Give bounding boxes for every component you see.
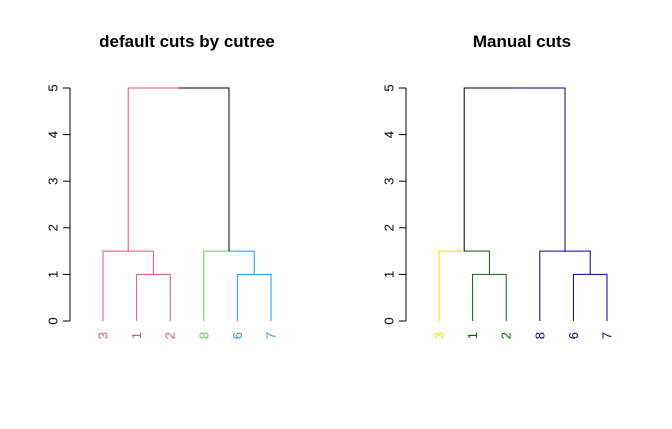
y-tick-label: 5 — [46, 84, 61, 91]
leaf-label: 1 — [465, 332, 480, 339]
dendrogram-branch — [590, 273, 608, 321]
dendrogram-branch — [254, 273, 272, 321]
leaf-label: 8 — [532, 332, 547, 339]
dendrogram-panel-manual-cuts: Manual cuts 0 1 2 3 4 5 3 1 2 8 6 7 — [382, 32, 615, 339]
dendrogram-branch — [463, 87, 515, 252]
leaf-label: 3 — [96, 332, 111, 339]
y-tick-label: 3 — [46, 178, 61, 185]
dendrogram-branch — [464, 250, 490, 275]
dendrogram-branch — [136, 273, 154, 321]
leaf-label: 7 — [600, 332, 615, 339]
dendrogram-panel-default-cuts: default cuts by cutree 0 1 2 3 4 5 3 1 2 8 6 7 — [46, 32, 279, 339]
y-tick-label: 0 — [382, 317, 397, 324]
leaf-label: 1 — [129, 332, 144, 339]
leaf-label: 2 — [163, 332, 178, 339]
panel-title: default cuts by cutree — [99, 32, 275, 51]
dendrogram-branches — [102, 87, 272, 321]
dendrogram-branch — [128, 250, 154, 275]
y-axis: 0 1 2 3 4 5 — [382, 84, 407, 325]
leaf-labels: 3 1 2 8 6 7 — [432, 332, 615, 339]
leaf-label: 6 — [230, 332, 245, 339]
leaf-label: 6 — [566, 332, 581, 339]
y-tick-label: 1 — [382, 271, 397, 278]
leaf-label: 8 — [196, 332, 211, 339]
dendrogram-branch — [472, 273, 490, 321]
y-tick-label: 4 — [46, 131, 61, 138]
dendrogram-branch — [489, 273, 507, 321]
leaf-label: 3 — [432, 332, 447, 339]
dendrogram-branch — [514, 87, 566, 252]
y-axis: 0 1 2 3 4 5 — [46, 84, 71, 325]
y-tick-label: 0 — [46, 317, 61, 324]
leaf-label: 2 — [499, 332, 514, 339]
y-tick-label: 2 — [382, 224, 397, 231]
dendrogram-branch — [572, 273, 591, 321]
dendrogram-branch — [203, 250, 229, 321]
dendrogram-branch — [565, 250, 591, 275]
dendrogram-branch — [236, 273, 255, 321]
dendrogram-branch — [127, 87, 179, 252]
y-tick-label: 1 — [46, 271, 61, 278]
dendrogram-branch — [438, 250, 465, 321]
dendrogram-branch — [153, 273, 171, 321]
dendrogram-branch — [178, 87, 230, 252]
dendrogram-branches — [438, 87, 608, 321]
dendrogram-branch — [102, 250, 129, 321]
y-tick-label: 5 — [382, 84, 397, 91]
y-tick-label: 4 — [382, 131, 397, 138]
panel-title: Manual cuts — [473, 32, 571, 51]
dendrogram-branch — [229, 250, 255, 275]
y-tick-label: 2 — [46, 224, 61, 231]
leaf-label: 7 — [264, 332, 279, 339]
dendrogram-branch — [539, 250, 565, 321]
y-tick-label: 3 — [382, 178, 397, 185]
leaf-labels: 3 1 2 8 6 7 — [96, 332, 279, 339]
